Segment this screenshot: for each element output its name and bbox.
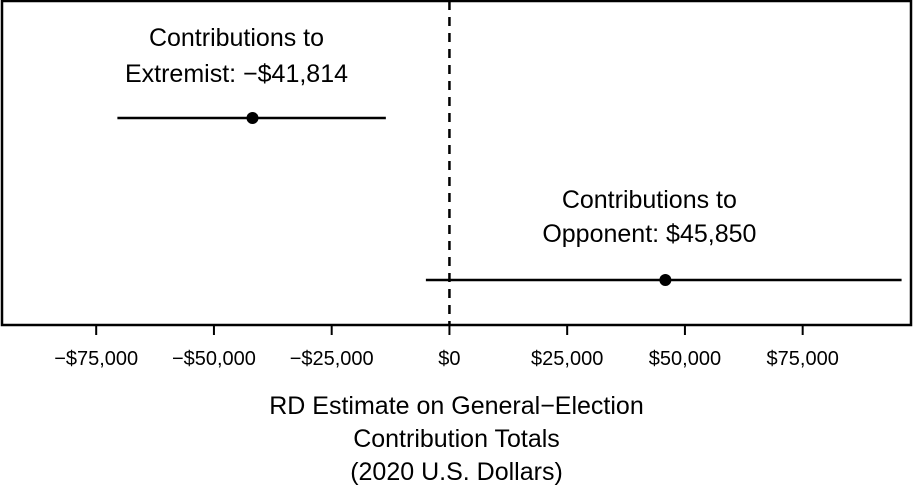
x-tick-label-4: $25,000 [531, 348, 603, 370]
point-label-0-line-1: Extremist: −$41,814 [125, 60, 348, 88]
confidence-interval-layer [117, 116, 902, 282]
x-tick-label-6: $75,000 [767, 348, 839, 370]
x-tick-label-0: −$75,000 [54, 348, 138, 370]
point-estimate-layer [246, 112, 672, 286]
plot-frame [0, 0, 913, 327]
point-estimate-0 [246, 112, 259, 124]
point-label-0-line-0: Contributions to [149, 24, 324, 52]
x-axis-title: RD Estimate on General−Election Contribut… [269, 392, 644, 486]
point-label-1-line-0: Contributions to [562, 186, 737, 214]
point-estimate-1 [659, 274, 672, 286]
x-axis-ticks: −$75,000 −$50,000 −$25,000 $0 $25,000 $50,000… [54, 325, 839, 370]
x-axis-title-line-0: RD Estimate on General−Election [269, 392, 644, 420]
x-tick-label-2: −$25,000 [290, 348, 374, 370]
x-axis-title-line-1: Contribution Totals [353, 425, 560, 453]
point-label-1-line-1: Opponent: $45,850 [542, 220, 756, 248]
x-axis-title-line-2: (2020 U.S. Dollars) [350, 458, 563, 486]
x-tick-label-1: −$50,000 [172, 348, 256, 370]
point-label-layer: Contributions to Extremist: −$41,814 Contr… [125, 24, 756, 248]
x-tick-label-5: $50,000 [649, 348, 721, 370]
x-tick-label-3: $0 [438, 348, 460, 370]
